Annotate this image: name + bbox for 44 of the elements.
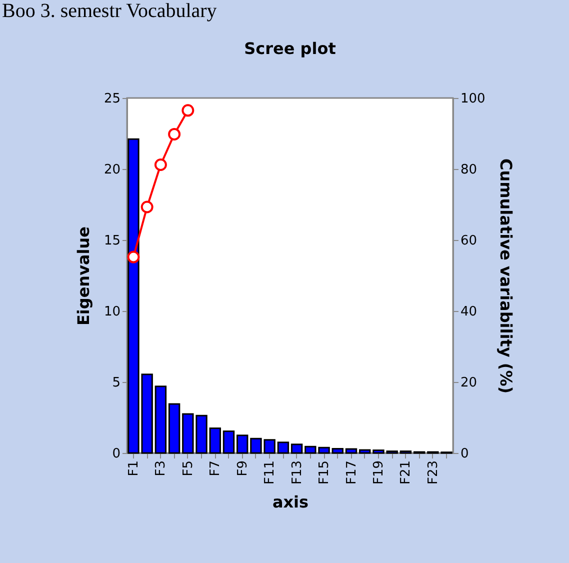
bar — [290, 444, 303, 454]
chart-title: Scree plot — [244, 39, 336, 58]
y-axis-title: Eigenvalue — [74, 226, 93, 326]
bar — [277, 442, 290, 454]
bar — [359, 449, 371, 454]
bar — [332, 448, 344, 454]
x-tick-label: F13 — [290, 460, 305, 485]
y2-tick-label: 0 — [460, 446, 469, 462]
bar — [222, 430, 235, 454]
point — [168, 128, 181, 140]
point — [127, 250, 140, 264]
y-tick-label: 20 — [104, 162, 120, 178]
bar — [209, 428, 221, 454]
x-axis-title: axis — [272, 492, 309, 512]
y-tick-label: 25 — [104, 92, 120, 106]
y2-tick-label: 40 — [460, 304, 478, 320]
point — [154, 158, 167, 171]
x-tick-label: F11 — [262, 460, 278, 485]
point — [182, 104, 194, 117]
point — [140, 200, 154, 214]
y2-axis-title: Cumulative variability (%) — [496, 158, 516, 394]
y2-tick-label: 60 — [460, 234, 478, 248]
x-tick-label: F17 — [344, 460, 360, 485]
x-tick-label: F5 — [180, 460, 196, 476]
y2-tick-label: 20 — [460, 376, 478, 390]
y2-tick-label: 100 — [460, 92, 486, 106]
x-tick-label: F7 — [208, 460, 224, 476]
y-tick-label: 10 — [104, 304, 120, 320]
x-tick-label: F15 — [317, 460, 332, 485]
x-tick-label: F1 — [126, 460, 142, 476]
y-tick-label: 15 — [104, 234, 120, 248]
bar — [236, 434, 248, 454]
y-tick-label: 0 — [112, 446, 120, 462]
y-tick-label: 5 — [112, 376, 120, 390]
bar — [154, 386, 167, 454]
x-tick-label: F21 — [398, 460, 414, 485]
x-tick-label: F23 — [426, 460, 441, 485]
y2-tick-label: 80 — [460, 162, 478, 178]
x-tick-label: F19 — [371, 460, 386, 485]
text: Boo 3. semestr Vocabulary — [2, 0, 217, 22]
x-tick-label: F9 — [235, 460, 250, 476]
x-tick-label: F3 — [154, 460, 169, 476]
bar — [168, 403, 180, 454]
bar — [345, 448, 358, 454]
